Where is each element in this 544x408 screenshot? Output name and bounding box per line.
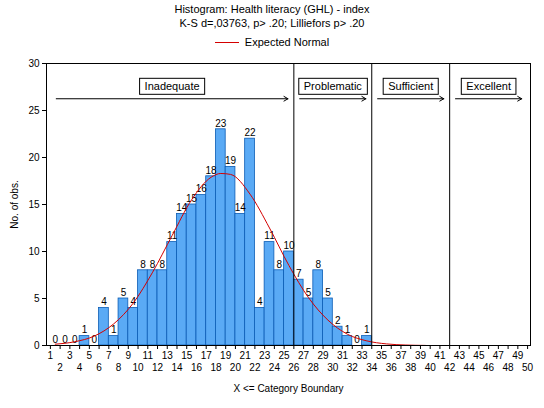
svg-text:15: 15 [28, 199, 40, 210]
svg-text:28: 28 [308, 362, 320, 373]
svg-text:0: 0 [354, 333, 360, 345]
svg-text:6: 6 [96, 362, 102, 373]
svg-text:7: 7 [296, 268, 302, 279]
svg-text:25: 25 [28, 105, 40, 116]
svg-text:18: 18 [206, 165, 218, 176]
svg-text:15: 15 [186, 192, 198, 204]
svg-text:Sufficient: Sufficient [388, 80, 433, 92]
svg-text:43: 43 [454, 350, 466, 361]
svg-text:0: 0 [34, 340, 40, 351]
svg-text:2: 2 [57, 362, 63, 373]
svg-text:19: 19 [225, 155, 237, 166]
svg-text:35: 35 [376, 350, 388, 361]
svg-text:Inadequate: Inadequate [145, 80, 200, 92]
svg-text:36: 36 [386, 362, 398, 373]
svg-text:45: 45 [473, 350, 485, 361]
html-text:Expected Normal: Expected Normal [244, 36, 330, 48]
svg-text:8: 8 [140, 259, 146, 270]
svg-text:9: 9 [126, 350, 132, 361]
svg-text:41: 41 [434, 350, 446, 361]
svg-text:0: 0 [52, 334, 58, 345]
html-text:Histogram: Health literacy (GH: Histogram: Health literacy (GHL) - index [174, 3, 370, 15]
svg-text:30: 30 [327, 362, 339, 373]
svg-text:8: 8 [315, 259, 321, 270]
svg-text:19: 19 [220, 350, 232, 361]
svg-text:1: 1 [344, 324, 351, 336]
html-text:K-S d=,03763, p> .20; Lilliefo: K-S d=,03763, p> .20; Lilliefors p> .20 [179, 17, 365, 29]
svg-text:14: 14 [171, 362, 183, 373]
svg-text:23: 23 [259, 350, 271, 361]
svg-text:24: 24 [269, 362, 281, 373]
svg-text:No. of obs.: No. of obs. [9, 180, 20, 228]
svg-text:4: 4 [130, 296, 136, 308]
svg-text:39: 39 [415, 350, 427, 361]
svg-text:5: 5 [34, 293, 40, 304]
svg-text:11: 11 [143, 350, 154, 361]
svg-text:10: 10 [132, 362, 144, 373]
svg-text:40: 40 [425, 362, 437, 373]
svg-text:5: 5 [325, 287, 331, 298]
svg-text:29: 29 [318, 350, 330, 361]
svg-text:42: 42 [444, 362, 456, 373]
svg-text:37: 37 [395, 350, 407, 361]
svg-text:25: 25 [279, 350, 291, 361]
svg-text:0: 0 [62, 333, 68, 345]
svg-text:4: 4 [101, 296, 107, 307]
svg-text:4: 4 [257, 296, 263, 307]
svg-text:Excellent: Excellent [466, 80, 511, 92]
svg-text:0: 0 [91, 333, 97, 345]
svg-text:12: 12 [152, 362, 164, 373]
svg-text:16: 16 [196, 183, 208, 194]
svg-text:3: 3 [67, 350, 73, 361]
svg-text:14: 14 [176, 202, 188, 213]
svg-text:X <= Category Boundary: X <= Category Boundary [233, 383, 343, 394]
svg-text:1: 1 [364, 324, 370, 335]
svg-text:27: 27 [298, 350, 310, 361]
svg-text:8: 8 [116, 362, 122, 373]
svg-text:17: 17 [201, 350, 213, 361]
svg-text:1: 1 [82, 324, 88, 335]
svg-text:21: 21 [240, 350, 252, 361]
svg-text:1: 1 [48, 350, 54, 361]
svg-text:8: 8 [276, 259, 282, 270]
svg-text:50: 50 [522, 362, 534, 373]
svg-text:44: 44 [464, 362, 476, 373]
svg-text:47: 47 [493, 350, 505, 361]
svg-text:4: 4 [77, 362, 83, 373]
svg-text:2: 2 [335, 315, 341, 326]
svg-text:Problematic: Problematic [304, 80, 363, 92]
svg-text:32: 32 [347, 362, 359, 373]
svg-text:18: 18 [210, 362, 222, 373]
svg-text:11: 11 [264, 230, 275, 242]
svg-text:13: 13 [162, 350, 174, 361]
svg-text:20: 20 [28, 152, 40, 163]
svg-text:33: 33 [356, 350, 368, 361]
svg-text:15: 15 [181, 350, 193, 361]
svg-text:30: 30 [28, 58, 40, 69]
svg-text:26: 26 [288, 362, 300, 373]
svg-text:22: 22 [249, 362, 261, 373]
svg-text:48: 48 [503, 362, 515, 373]
svg-text:5: 5 [306, 287, 312, 298]
svg-text:20: 20 [230, 362, 242, 373]
svg-text:34: 34 [366, 362, 378, 373]
svg-text:10: 10 [28, 246, 40, 257]
svg-text:1: 1 [110, 324, 117, 336]
svg-text:31: 31 [337, 350, 349, 361]
svg-text:7: 7 [106, 350, 112, 361]
svg-text:14: 14 [235, 202, 247, 213]
svg-text:8: 8 [149, 258, 156, 270]
svg-text:46: 46 [483, 362, 495, 373]
svg-text:8: 8 [160, 259, 166, 270]
svg-text:0: 0 [72, 334, 78, 345]
svg-text:16: 16 [191, 362, 203, 373]
svg-text:23: 23 [215, 118, 227, 129]
svg-text:11: 11 [166, 230, 178, 242]
svg-text:22: 22 [244, 127, 256, 138]
svg-text:49: 49 [512, 350, 524, 361]
svg-text:10: 10 [283, 240, 295, 251]
svg-text:38: 38 [405, 362, 417, 373]
svg-text:5: 5 [121, 287, 127, 298]
svg-text:5: 5 [87, 350, 93, 361]
